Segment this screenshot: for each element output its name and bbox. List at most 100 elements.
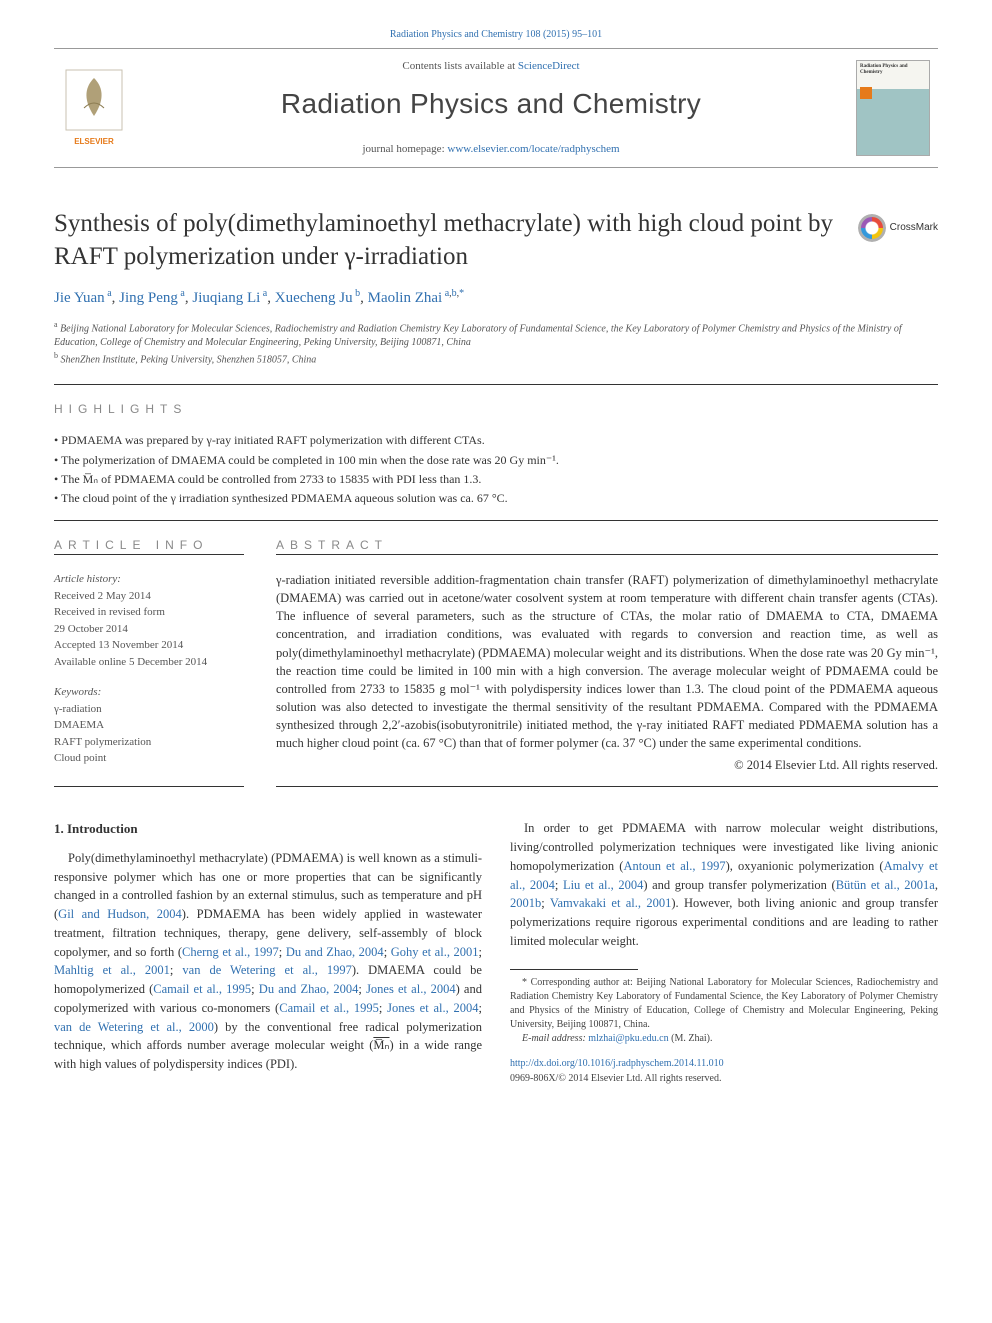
cite-link[interactable]: 2001b <box>510 896 541 910</box>
text: , <box>935 878 938 892</box>
journal-cover: Radiation Physics and Chemistry <box>848 49 938 167</box>
cite-link[interactable]: Gohy et al., 2001 <box>391 945 479 959</box>
aff-link-a[interactable]: a <box>263 288 267 299</box>
text: ; <box>379 1001 387 1015</box>
cite-link[interactable]: van de Wetering et al., 1997 <box>182 963 351 977</box>
text: ; <box>541 896 550 910</box>
author-link[interactable]: Maolin Zhai <box>368 290 443 306</box>
aff-link-b[interactable]: b <box>355 288 360 299</box>
text: ; <box>251 982 259 996</box>
highlight-item: The cloud point of the γ irradiation syn… <box>54 489 938 508</box>
contents-prefix: Contents lists available at <box>402 60 517 72</box>
divider <box>54 384 938 385</box>
homepage-prefix: journal homepage: <box>362 143 447 155</box>
affiliation-a-text: Beijing National Laboratory for Molecula… <box>54 323 902 348</box>
cite-link[interactable]: Vamvakaki et al., 2001 <box>550 896 672 910</box>
aff-link-a[interactable]: a <box>180 288 184 299</box>
cite-link[interactable]: Jones et al., 2004 <box>387 1001 478 1015</box>
cite-link[interactable]: Du and Zhao, 2004 <box>259 982 359 996</box>
info-abstract-bottomrule <box>54 786 938 787</box>
keyword-item: Cloud point <box>54 750 244 767</box>
author-link[interactable]: Jiuqiang Li <box>192 290 260 306</box>
cite-link[interactable]: Gil and Hudson, 2004 <box>58 907 182 921</box>
text: ; <box>479 945 482 959</box>
sciencedirect-link[interactable]: ScienceDirect <box>518 60 580 72</box>
title-part-2: -irradiation <box>356 243 468 270</box>
cite-link[interactable]: Camail et al., 1995 <box>279 1001 379 1015</box>
authors-line: Jie Yuan a, Jing Peng a, Jiuqiang Li a, … <box>54 287 938 309</box>
cite-link[interactable]: Jones et al., 2004 <box>366 982 456 996</box>
svg-text:ELSEVIER: ELSEVIER <box>74 137 114 146</box>
top-citation: Radiation Physics and Chemistry 108 (201… <box>54 28 938 42</box>
contents-line: Contents lists available at ScienceDirec… <box>134 59 848 74</box>
highlight-item: PDMAEMA was prepared by γ-ray initiated … <box>54 431 938 450</box>
affiliation-a: a Beijing National Laboratory for Molecu… <box>54 319 938 350</box>
journal-name: Radiation Physics and Chemistry <box>134 84 848 123</box>
homepage-line: journal homepage: www.elsevier.com/locat… <box>134 142 848 157</box>
history-item: Received 2 May 2014 <box>54 588 244 605</box>
top-citation-link[interactable]: Radiation Physics and Chemistry 108 (201… <box>390 29 602 40</box>
crossmark-badge[interactable]: CrossMark <box>858 214 938 242</box>
intro-p1: Poly(dimethylaminoethyl methacrylate) (P… <box>54 849 482 1074</box>
aff-link-a[interactable]: a <box>107 288 111 299</box>
header-center: Contents lists available at ScienceDirec… <box>134 49 848 167</box>
history-item: Accepted 13 November 2014 <box>54 637 244 654</box>
highlight-item: The M̅ₙ of PDMAEMA could be controlled f… <box>54 470 938 489</box>
history-item: 29 October 2014 <box>54 621 244 638</box>
email-label: E-mail address: <box>522 1033 588 1044</box>
corresp-footnote: * Corresponding author at: Beijing Natio… <box>510 976 938 1032</box>
cite-link[interactable]: Bütün et al., 2001a <box>836 878 935 892</box>
text: and Zhao, 2004 <box>305 945 384 959</box>
keyword-item: RAFT polymerization <box>54 734 244 751</box>
journal-header: ELSEVIER Contents lists available at Sci… <box>54 48 938 168</box>
mn-symbol: M̅ₙ <box>373 1038 389 1052</box>
crossmark-label: CrossMark <box>890 221 938 235</box>
keyword-item: DMAEMA <box>54 717 244 734</box>
aff-link-a[interactable]: a <box>445 288 449 299</box>
history-item: Received in revised form <box>54 604 244 621</box>
affiliation-b: b ShenZhen Institute, Peking University,… <box>54 350 938 367</box>
homepage-link[interactable]: www.elsevier.com/locate/radphyschem <box>447 143 619 155</box>
title-block: Synthesis of poly(dimethylaminoethyl met… <box>54 208 938 273</box>
abstract-text: γ-radiation initiated reversible additio… <box>276 571 938 752</box>
author-link[interactable]: Jie Yuan <box>54 290 105 306</box>
title-gamma: γ <box>344 243 355 270</box>
history-item: Available online 5 December 2014 <box>54 654 244 671</box>
cite-link[interactable]: Cherng et al., 1997 <box>182 945 279 959</box>
highlight-item: The polymerization of DMAEMA could be co… <box>54 451 938 470</box>
text: (M. Zhai). <box>669 1033 713 1044</box>
cite-link[interactable]: Liu et al., 2004 <box>563 878 643 892</box>
author-link[interactable]: Jing Peng <box>119 290 178 306</box>
intro-heading: 1. Introduction <box>54 819 482 839</box>
text: ), oxyanionic polymerization ( <box>726 859 884 873</box>
journal-cover-thumb: Radiation Physics and Chemistry <box>856 60 930 156</box>
email-link[interactable]: mlzhai@pku.edu.cn <box>588 1033 668 1044</box>
divider <box>276 786 938 787</box>
intro-p2: In order to get PDMAEMA with narrow mole… <box>510 819 938 950</box>
text: ; <box>358 982 366 996</box>
elsevier-logo: ELSEVIER <box>54 49 134 167</box>
cite-link[interactable]: Du <box>286 945 301 959</box>
cite-link[interactable]: and Zhao, 2004 <box>305 945 384 959</box>
abstract-label: ABSTRACT <box>276 537 938 554</box>
corresp-link[interactable]: * <box>459 288 464 299</box>
history-label: Article history: <box>54 573 121 585</box>
cite-link[interactable]: Mahltig et al., 2001 <box>54 963 170 977</box>
footnote-separator <box>510 969 638 970</box>
aff-link-b[interactable]: b <box>452 288 457 299</box>
article-info-label: ARTICLE INFO <box>54 537 244 554</box>
affiliation-b-text: ShenZhen Institute, Peking University, S… <box>61 355 317 366</box>
text: ; <box>555 878 563 892</box>
journal-cover-accent <box>860 87 872 99</box>
text: ) and group transfer polymerization ( <box>643 878 835 892</box>
cite-link[interactable]: Camail et al., 1995 <box>153 982 251 996</box>
cite-link[interactable]: Antoun et al., 1997 <box>623 859 725 873</box>
divider <box>54 786 244 787</box>
keywords-label: Keywords: <box>54 684 244 701</box>
journal-cover-title: Radiation Physics and Chemistry <box>860 64 926 75</box>
doi-line: http://dx.doi.org/10.1016/j.radphyschem.… <box>510 1056 938 1071</box>
text: ; <box>279 945 286 959</box>
cite-link[interactable]: van de Wetering et al., 2000 <box>54 1020 214 1034</box>
author-link[interactable]: Xuecheng Ju <box>275 290 353 306</box>
doi-link[interactable]: http://dx.doi.org/10.1016/j.radphyschem.… <box>510 1058 724 1069</box>
